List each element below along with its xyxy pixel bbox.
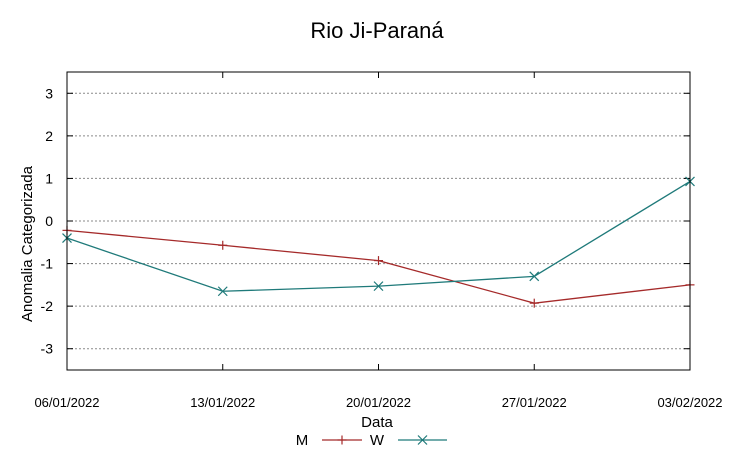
y-tick-labels: -3 -2 -1 0 1 2 3 (41, 85, 54, 356)
data-point-M (529, 298, 539, 308)
legend-label-W: W (370, 432, 385, 449)
data-point-W (217, 286, 228, 297)
series-line-M (66, 229, 691, 304)
plot-frame (66, 71, 691, 371)
legend-marker-M (337, 435, 347, 445)
series-line-W (66, 180, 691, 292)
x-tick-label: 03/02/2022 (657, 395, 722, 410)
data-point-M (374, 256, 383, 266)
x-tick-label: 13/01/2022 (190, 395, 255, 410)
grid-lines (66, 72, 691, 370)
y-tick-label: 2 (45, 128, 53, 144)
series-layer (62, 176, 695, 308)
x-tick-label: 27/01/2022 (502, 395, 567, 410)
y-tick-label: 1 (45, 170, 53, 186)
x-tick-label: 20/01/2022 (346, 395, 411, 410)
legend-label-M: M (296, 432, 309, 449)
y-axis-label: Anomalia Categorizada (19, 165, 36, 322)
chart-title: Rio Ji-Paraná (310, 18, 444, 43)
data-point-W (529, 271, 540, 282)
x-axis-label: Data (361, 414, 393, 431)
y-tick-label: -1 (41, 256, 54, 272)
y-tick-label: -2 (41, 298, 54, 314)
y-tick-label: 3 (45, 85, 53, 101)
data-point-W (373, 281, 384, 292)
data-point-M (218, 240, 228, 250)
y-tick-label: 0 (45, 213, 53, 229)
legend-marker-W (417, 435, 428, 445)
x-tick-labels: 06/01/2022 13/01/2022 20/01/2022 27/01/2022… (34, 395, 722, 410)
x-tick-label: 06/01/2022 (34, 395, 99, 410)
y-tick-label: -3 (41, 341, 54, 357)
